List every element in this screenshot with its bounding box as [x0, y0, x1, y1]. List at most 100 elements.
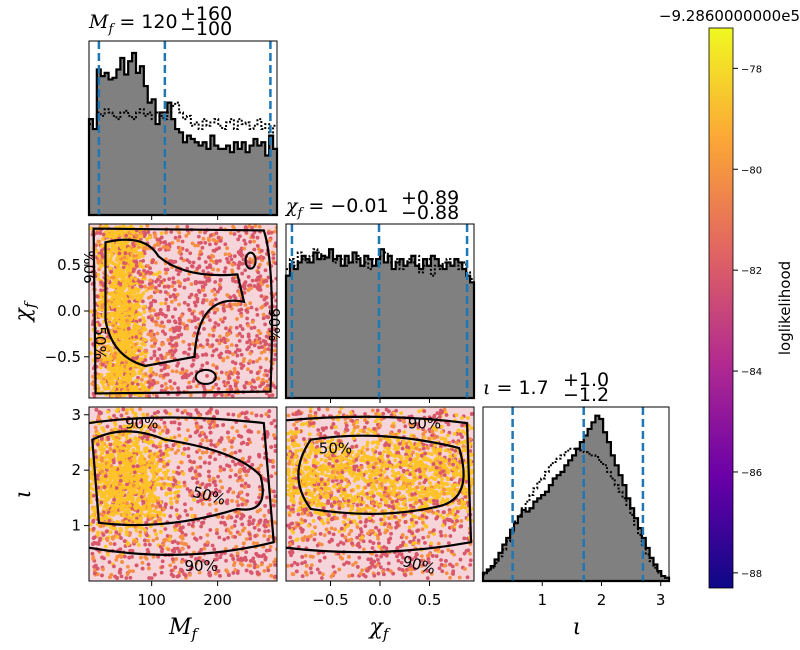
sample-point: [256, 247, 261, 251]
sample-point: [258, 384, 262, 389]
sample-point: [234, 325, 239, 330]
sample-point: [176, 541, 181, 546]
sample-point: [143, 284, 147, 289]
sample-point: [157, 347, 162, 352]
sample-point: [91, 526, 96, 531]
sample-point: [235, 317, 239, 321]
sample-point: [271, 256, 276, 261]
sample-point: [78, 509, 82, 513]
sample-point: [186, 277, 190, 282]
sample-point: [183, 509, 188, 513]
sample-point: [112, 245, 116, 250]
sample-point: [126, 446, 131, 451]
sample-point: [147, 566, 151, 571]
sample-point: [162, 460, 167, 465]
sample-point: [212, 310, 217, 315]
sample-point: [252, 230, 257, 235]
sample-point: [257, 345, 261, 350]
sample-point: [215, 308, 220, 312]
sample-point: [205, 342, 210, 347]
sample-point: [71, 447, 75, 451]
sample-point: [94, 243, 98, 248]
sample-point: [174, 369, 179, 374]
sample-point: [138, 369, 142, 374]
sample-point: [168, 294, 173, 299]
sample-point: [238, 561, 243, 566]
sample-point: [198, 249, 203, 254]
sample-point: [112, 564, 116, 569]
sample-point: [115, 394, 119, 398]
sample-point: [263, 503, 268, 508]
sample-point: [217, 341, 222, 346]
sample-point: [134, 422, 139, 426]
sample-point: [274, 521, 277, 526]
sample-point: [243, 268, 248, 273]
sample-point: [263, 268, 268, 273]
sample-point: [136, 293, 141, 297]
sample-point: [106, 481, 111, 486]
sample-point: [213, 280, 218, 284]
sample-point: [191, 379, 196, 384]
sample-point: [138, 357, 143, 361]
sample-point: [229, 468, 233, 473]
sample-point: [122, 383, 126, 388]
sample-point: [191, 497, 196, 502]
sample-point: [158, 308, 163, 312]
sample-point: [210, 289, 215, 293]
sample-point: [166, 284, 171, 289]
sample-point: [170, 240, 175, 245]
sample-point: [230, 268, 234, 273]
sample-point: [128, 306, 132, 311]
sample-point: [159, 388, 164, 393]
sample-point: [116, 452, 121, 457]
sample-point: [239, 516, 244, 521]
sample-point: [143, 542, 148, 547]
sample-point: [103, 360, 108, 365]
sample-point: [233, 279, 238, 284]
sample-point: [202, 327, 206, 331]
sample-point: [216, 235, 221, 240]
sample-point: [108, 259, 113, 264]
sample-point: [218, 500, 223, 505]
sample-point: [162, 284, 167, 289]
sample-point: [259, 305, 264, 310]
sample-point: [109, 428, 114, 433]
sample-point: [94, 438, 99, 443]
sample-point: [147, 385, 152, 389]
sample-point: [213, 292, 217, 297]
sample-point: [246, 274, 251, 279]
sample-point: [84, 444, 88, 448]
sample-point: [272, 327, 277, 332]
sample-point: [259, 280, 263, 285]
sample-point: [261, 316, 266, 321]
sample-point: [233, 361, 238, 366]
sample-point: [77, 445, 81, 449]
sample-point: [139, 494, 144, 499]
sample-point: [158, 544, 163, 549]
sample-point: [227, 487, 232, 491]
sample-point: [239, 253, 244, 258]
sample-point: [261, 255, 266, 260]
sample-point: [204, 352, 209, 357]
sample-point: [255, 333, 259, 338]
sample-point: [231, 557, 236, 561]
sample-point: [118, 449, 123, 453]
sample-point: [212, 443, 217, 448]
sample-point: [121, 485, 126, 490]
sample-point: [225, 463, 229, 468]
sample-point: [244, 537, 249, 541]
sample-point: [83, 476, 87, 480]
sample-point: [104, 337, 109, 342]
sample-point: [99, 373, 104, 377]
sample-point: [240, 327, 245, 331]
sample-point: [158, 444, 162, 449]
sample-point: [264, 334, 269, 339]
sample-point: [251, 518, 256, 523]
sample-point: [128, 292, 133, 297]
sample-point: [217, 535, 222, 540]
sample-point: [265, 495, 269, 500]
sample-point: [124, 373, 129, 378]
sample-point: [196, 234, 201, 239]
sample-point: [169, 568, 174, 573]
sample-point: [128, 281, 133, 286]
